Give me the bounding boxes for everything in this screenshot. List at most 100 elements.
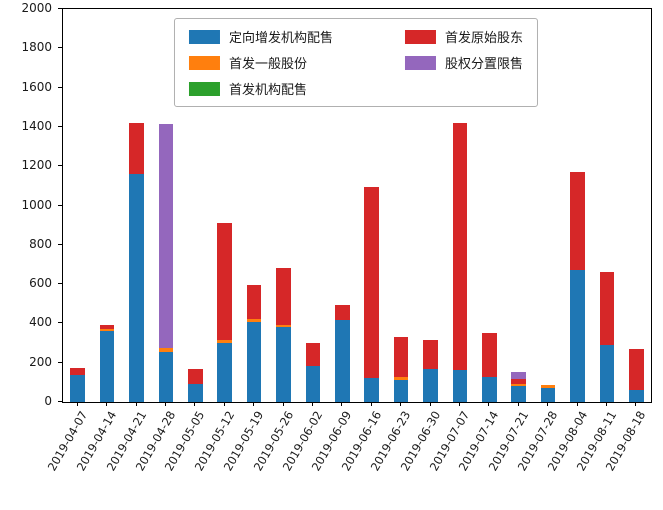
x-tick-mark	[517, 402, 519, 406]
legend-item: 首发一般股份	[188, 53, 333, 72]
x-tick-mark	[400, 402, 402, 406]
bar-segment	[276, 325, 291, 328]
bar-segment	[452, 122, 468, 370]
bar-segment	[276, 327, 291, 402]
bar-segment	[158, 347, 174, 352]
legend-swatch	[188, 29, 220, 44]
bar-segment	[158, 123, 174, 348]
bar-segment	[276, 268, 291, 326]
bar-segment	[129, 174, 144, 402]
bar-segment	[599, 345, 615, 402]
x-tick-mark	[429, 402, 431, 406]
y-tick-mark	[58, 8, 62, 9]
y-tick-mark	[58, 243, 62, 245]
y-tick-label: 800	[29, 236, 52, 251]
bar-segment	[570, 270, 585, 402]
x-tick-mark	[370, 402, 372, 406]
bar-segment	[70, 374, 86, 402]
x-tick-mark	[76, 402, 78, 406]
y-tick-label: 1600	[21, 79, 52, 94]
bar-segment	[187, 368, 203, 385]
bar-segment	[511, 386, 527, 402]
y-tick-label: 600	[29, 276, 52, 291]
y-tick-label: 1200	[21, 158, 52, 173]
bar-segment	[570, 172, 585, 271]
bar-segment	[511, 379, 527, 385]
bar-segment	[187, 384, 203, 402]
legend-label: 首发机构配售	[228, 83, 307, 98]
bar-segment	[217, 343, 233, 402]
legend-label: 首发原始股东	[445, 31, 524, 46]
bar-segment	[423, 340, 438, 369]
x-tick-mark	[458, 402, 460, 406]
x-tick-mark	[253, 402, 255, 406]
y-tick-mark	[58, 322, 62, 324]
bar-segment	[217, 340, 233, 344]
bar-segment	[129, 122, 144, 175]
x-tick-mark	[223, 402, 225, 406]
x-tick-mark	[605, 402, 607, 406]
x-tick-mark	[135, 402, 137, 406]
y-tick-label: 0	[44, 394, 52, 408]
bar-segment	[423, 368, 438, 402]
legend-item: 股权分置限售	[405, 53, 523, 72]
x-tick-mark	[547, 402, 549, 406]
bar-segment	[217, 223, 233, 341]
bar-segment	[246, 285, 262, 319]
bar-segment	[540, 385, 556, 389]
y-tick-label: 1400	[21, 118, 52, 133]
y-tick-mark	[58, 283, 62, 285]
x-tick-mark	[164, 402, 166, 406]
legend-swatch	[405, 55, 436, 70]
bar-segment	[452, 369, 468, 402]
bar-segment	[246, 318, 262, 323]
bar-segment	[599, 272, 615, 346]
bar-segment	[628, 390, 644, 402]
bar-segment	[628, 348, 644, 391]
y-tick-mark	[58, 86, 62, 88]
bar-segment	[246, 322, 262, 402]
legend-label: 股权分置限售	[445, 57, 524, 72]
bar-segment	[99, 329, 115, 332]
legend-label: 定向增发机构配售	[228, 31, 333, 46]
bar-segment	[70, 367, 86, 375]
y-tick-label: 1000	[21, 197, 52, 212]
legend-swatch	[188, 55, 220, 70]
bar-segment	[334, 304, 350, 321]
bar-segment	[393, 377, 409, 381]
x-tick-mark	[576, 402, 578, 406]
bar-segment	[305, 343, 321, 366]
x-tick-mark	[194, 402, 196, 406]
legend-item: 首发原始股东	[405, 27, 523, 46]
bar-segment	[305, 365, 321, 402]
bar-segment	[481, 377, 497, 402]
bar-segment	[158, 351, 174, 402]
y-tick-mark	[58, 165, 62, 167]
legend: 定向增发机构配售 首发一般股份 首发机构配售 首发原始股东 股权分置限售	[173, 18, 539, 107]
x-tick-mark	[635, 402, 637, 406]
bar-segment	[393, 380, 409, 402]
x-tick-mark	[106, 402, 108, 406]
y-tick-mark	[58, 47, 62, 49]
bar-segment	[364, 186, 380, 379]
y-tick-label: 400	[29, 315, 52, 330]
legend-item: 首发机构配售	[188, 79, 333, 98]
bar-segment	[481, 333, 497, 378]
bar-segment	[99, 325, 115, 330]
bar-segment	[511, 384, 527, 387]
bar-segment	[393, 337, 409, 378]
y-tick-label: 2000	[21, 1, 52, 15]
bar-segment	[540, 388, 556, 402]
x-tick-mark	[488, 402, 490, 406]
y-tick-label: 1800	[21, 40, 52, 55]
y-tick-label: 200	[29, 354, 52, 369]
bar-segment	[511, 371, 527, 380]
x-tick-mark	[311, 402, 313, 406]
legend-swatch	[405, 29, 436, 44]
bar-segment	[364, 378, 380, 402]
x-tick-mark	[282, 402, 284, 406]
bar-segment	[334, 320, 350, 402]
legend-label: 首发一般股份	[228, 57, 307, 72]
x-tick-mark	[341, 402, 343, 406]
y-tick-mark	[58, 125, 62, 127]
